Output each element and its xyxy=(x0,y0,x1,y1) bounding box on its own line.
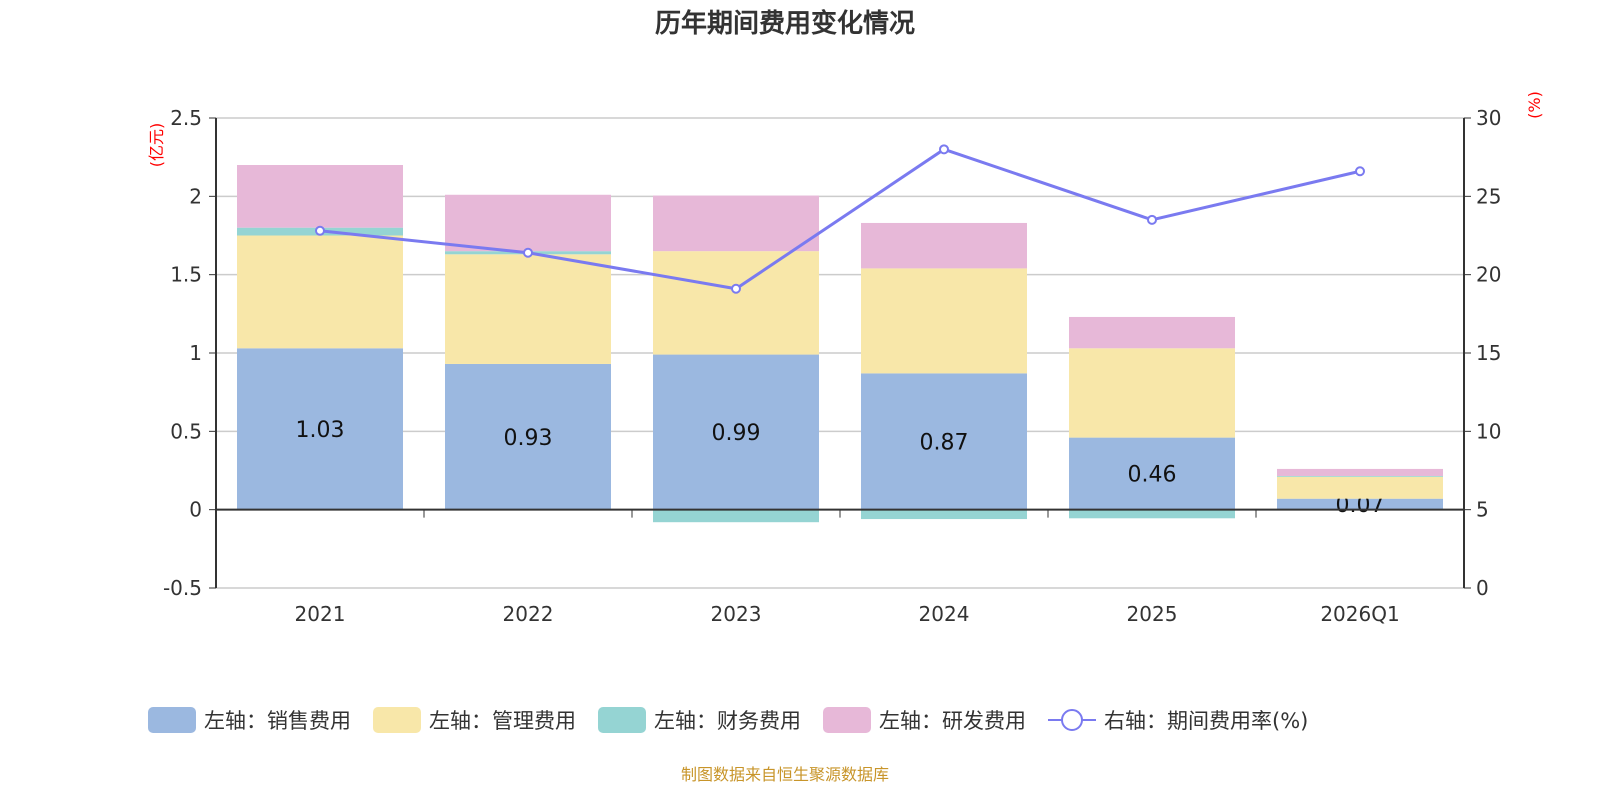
x-tick-label: 2024 xyxy=(919,602,970,626)
bar-segment xyxy=(653,251,819,355)
y-tick-label: 2.5 xyxy=(170,106,202,130)
y2-tick-label: 20 xyxy=(1476,263,1501,287)
bar-data-label: 0.87 xyxy=(920,431,969,456)
y2-tick-label: 0 xyxy=(1476,576,1489,600)
bar-segment xyxy=(1277,475,1443,477)
x-tick-label: 2023 xyxy=(711,602,762,626)
y-tick-label: 0.5 xyxy=(170,419,202,443)
legend-swatch xyxy=(373,707,421,733)
bar-segment xyxy=(237,235,403,349)
bar-segment xyxy=(445,254,611,364)
bar-data-label: 0.99 xyxy=(712,421,761,446)
y2-tick-label: 15 xyxy=(1476,341,1501,365)
legend-swatch xyxy=(148,707,196,733)
rate-point xyxy=(315,225,325,236)
bar-data-label: 0.46 xyxy=(1128,463,1177,488)
y-tick-label: 0 xyxy=(189,498,202,522)
rate-point xyxy=(731,283,741,294)
bar-segment xyxy=(1277,476,1443,499)
bar-segment xyxy=(445,194,611,252)
bar-segment xyxy=(1069,437,1235,510)
y2-tick-label: 5 xyxy=(1476,498,1489,522)
y-tick-label: -0.5 xyxy=(163,576,202,600)
bar-segment xyxy=(445,363,611,510)
bar-segment xyxy=(861,373,1027,510)
bar-segment xyxy=(1277,498,1443,510)
bar-segment xyxy=(1277,468,1443,476)
legend-swatch xyxy=(598,707,646,733)
legend-swatch xyxy=(823,707,871,733)
chart-title: 历年期间费用变化情况 xyxy=(655,8,915,39)
x-tick-label: 2021 xyxy=(295,602,346,626)
bar-data-label: 0.93 xyxy=(504,426,553,451)
y-tick-label: 2 xyxy=(189,184,202,208)
bar-segment xyxy=(861,222,1027,269)
y2-tick-label: 10 xyxy=(1476,419,1501,443)
y-tick-label: 1.5 xyxy=(170,263,202,287)
bar-segment xyxy=(653,195,819,252)
bar-data-label: 1.03 xyxy=(296,418,345,443)
legend-label: 左轴：研发费用 xyxy=(879,709,1026,733)
legend-label: 左轴：管理费用 xyxy=(429,709,576,733)
bar-segment xyxy=(237,348,403,510)
bar-segment xyxy=(1069,509,1235,519)
rate-point xyxy=(939,144,949,155)
x-tick-label: 2025 xyxy=(1127,602,1178,626)
legend-label: 左轴：销售费用 xyxy=(204,709,351,733)
rate-point xyxy=(1355,166,1365,177)
bar-segment xyxy=(1069,348,1235,438)
rate-point xyxy=(1147,214,1157,225)
rate-line xyxy=(319,147,1361,291)
bar-segment xyxy=(1069,316,1235,349)
x-tick-label: 2026Q1 xyxy=(1320,602,1399,626)
bar-segment xyxy=(653,509,819,523)
y-axis-label: (亿元) xyxy=(147,123,166,168)
legend-label: 左轴：财务费用 xyxy=(654,709,801,733)
bar-segment xyxy=(653,354,819,510)
x-tick-label: 2022 xyxy=(503,602,554,626)
bar-segment xyxy=(861,509,1027,520)
rate-point xyxy=(523,247,533,258)
y2-axis-label: (%) xyxy=(1525,91,1544,119)
legend-marker xyxy=(1061,709,1083,731)
y-tick-label: 1 xyxy=(189,341,202,365)
source-note: 制图数据来自恒生聚源数据库 xyxy=(681,765,889,784)
legend-label: 右轴：期间费用率(%) xyxy=(1104,709,1308,733)
y2-tick-label: 30 xyxy=(1476,106,1501,130)
bar-segment xyxy=(237,165,403,228)
bar-segment xyxy=(861,268,1027,374)
y2-tick-label: 25 xyxy=(1476,184,1501,208)
